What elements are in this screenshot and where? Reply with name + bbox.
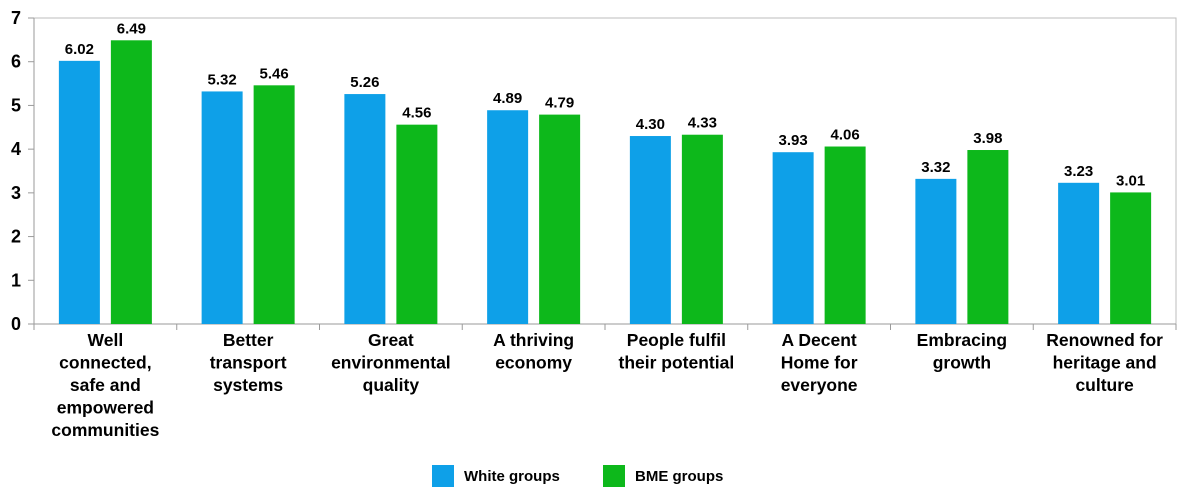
- legend: White groups BME groups: [432, 465, 723, 487]
- data-label: 5.32: [208, 71, 237, 88]
- data-label: 3.01: [1116, 172, 1145, 189]
- category-label: A Decent Home for everyone: [781, 330, 858, 395]
- y-tick-label: 2: [11, 227, 21, 247]
- data-label: 3.23: [1064, 163, 1093, 180]
- data-label: 4.89: [493, 90, 522, 107]
- data-label: 4.06: [831, 127, 860, 144]
- y-tick-label: 6: [11, 52, 21, 72]
- data-label: 4.33: [688, 115, 717, 132]
- category-label: People fulfil their potential: [619, 330, 735, 373]
- bar-bme-groups: [1110, 192, 1152, 324]
- y-tick-label: 1: [11, 270, 21, 290]
- bar-white-groups: [772, 152, 814, 324]
- data-label: 4.79: [545, 95, 574, 112]
- category-label: Embracing growth: [917, 330, 1007, 373]
- y-tick-label: 5: [11, 95, 21, 115]
- data-label: 4.56: [402, 105, 431, 122]
- bar-bme-groups: [539, 114, 581, 324]
- bar-bme-groups: [110, 40, 152, 325]
- data-label: 3.98: [973, 130, 1002, 147]
- data-label: 4.30: [636, 116, 665, 133]
- category-label: Well connected, safe and empowered communiti…: [51, 330, 159, 440]
- category-label: A thriving economy: [493, 330, 574, 373]
- data-label: 5.46: [260, 65, 289, 82]
- data-labels: 6.02 6.49 5.32 5.46 5.26 4.56 4.89 4.79 4.30 4.33…: [65, 20, 1145, 189]
- bars: [58, 40, 1152, 325]
- bar-white-groups: [1058, 182, 1100, 324]
- bar-bme-groups: [681, 134, 723, 324]
- bar-white-groups: [58, 60, 100, 325]
- bar-bme-groups: [396, 124, 438, 324]
- category-label: Renowned for heritage and culture: [1046, 330, 1163, 395]
- category-label: Great environmental quality: [331, 330, 451, 395]
- category-label: Better transport systems: [210, 330, 287, 395]
- data-label: 5.26: [350, 74, 379, 91]
- bar-white-groups: [487, 110, 529, 324]
- legend-label: White groups: [464, 468, 560, 485]
- bar-white-groups: [629, 136, 671, 324]
- y-tick-label: 7: [11, 8, 21, 28]
- y-tick-label: 0: [11, 314, 21, 334]
- data-label: 6.02: [65, 41, 94, 58]
- bar-bme-groups: [967, 150, 1009, 324]
- bar-bme-groups: [253, 85, 295, 324]
- data-label: 3.93: [779, 132, 808, 149]
- data-label: 6.49: [117, 20, 146, 37]
- y-tick-label: 4: [11, 139, 21, 159]
- data-label: 3.32: [921, 159, 950, 176]
- bar-white-groups: [344, 94, 386, 324]
- bar-white-groups: [915, 178, 957, 324]
- legend-swatch: [603, 465, 625, 487]
- legend-swatch: [432, 465, 454, 487]
- bar-bme-groups: [824, 146, 866, 324]
- y-tick-label: 3: [11, 183, 21, 203]
- category-labels: Well connected, safe and empowered communiti…: [51, 330, 1163, 440]
- bar-white-groups: [201, 91, 243, 324]
- legend-label: BME groups: [635, 468, 723, 485]
